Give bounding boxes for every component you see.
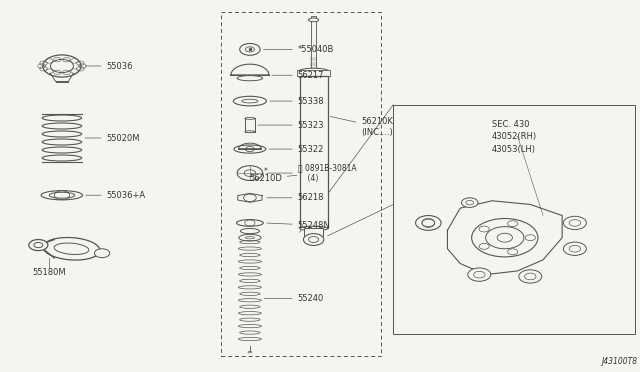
Ellipse shape: [242, 99, 258, 103]
Ellipse shape: [245, 131, 255, 133]
Bar: [221, 13, 381, 356]
Text: 55240: 55240: [264, 294, 324, 303]
Polygon shape: [239, 143, 261, 149]
Circle shape: [468, 268, 491, 281]
Circle shape: [461, 198, 478, 208]
Text: *: *: [264, 167, 268, 176]
Circle shape: [95, 249, 109, 258]
Text: 55036+A: 55036+A: [86, 191, 146, 200]
Polygon shape: [447, 201, 562, 275]
Text: 55020M: 55020M: [85, 134, 140, 142]
Circle shape: [240, 44, 260, 55]
Ellipse shape: [300, 226, 328, 231]
Ellipse shape: [245, 118, 255, 119]
Text: 56217: 56217: [272, 71, 324, 80]
Ellipse shape: [237, 219, 263, 226]
Bar: [300, 76, 328, 228]
Ellipse shape: [234, 96, 266, 106]
Text: Ⓝ 0891B-3081A
    (4): Ⓝ 0891B-3081A (4): [267, 163, 356, 183]
Ellipse shape: [241, 228, 259, 234]
Ellipse shape: [308, 18, 319, 22]
Circle shape: [563, 216, 586, 230]
Ellipse shape: [234, 145, 266, 153]
Circle shape: [303, 234, 324, 246]
Bar: [245, 118, 255, 132]
Circle shape: [29, 240, 48, 251]
Circle shape: [519, 270, 541, 283]
Text: 56210K
(INC....): 56210K (INC....): [330, 116, 394, 137]
Text: 56218: 56218: [267, 193, 324, 202]
Ellipse shape: [298, 68, 329, 75]
Text: 55338: 55338: [270, 97, 324, 106]
Circle shape: [472, 218, 538, 257]
Text: 55322: 55322: [269, 145, 324, 154]
Text: *55040B: *55040B: [264, 45, 334, 54]
Circle shape: [486, 227, 524, 249]
Ellipse shape: [239, 234, 261, 241]
Circle shape: [237, 166, 262, 180]
Text: 55248N: 55248N: [267, 221, 330, 230]
Text: SEC. 430
43052(RH)
43053(LH): SEC. 430 43052(RH) 43053(LH): [492, 119, 537, 154]
Bar: [394, 105, 636, 334]
Ellipse shape: [41, 190, 83, 200]
Ellipse shape: [49, 192, 75, 198]
Bar: [304, 228, 323, 236]
Bar: [297, 70, 330, 76]
Text: 55323: 55323: [258, 121, 324, 129]
Circle shape: [563, 242, 586, 256]
Text: 55180M: 55180M: [33, 268, 66, 277]
Text: 55036: 55036: [85, 61, 133, 71]
Ellipse shape: [237, 76, 262, 81]
Polygon shape: [238, 193, 262, 202]
Bar: [311, 16, 316, 71]
Polygon shape: [231, 64, 269, 75]
Text: J43100T8: J43100T8: [601, 357, 637, 366]
Text: 56210D: 56210D: [249, 174, 297, 183]
Circle shape: [415, 215, 441, 230]
